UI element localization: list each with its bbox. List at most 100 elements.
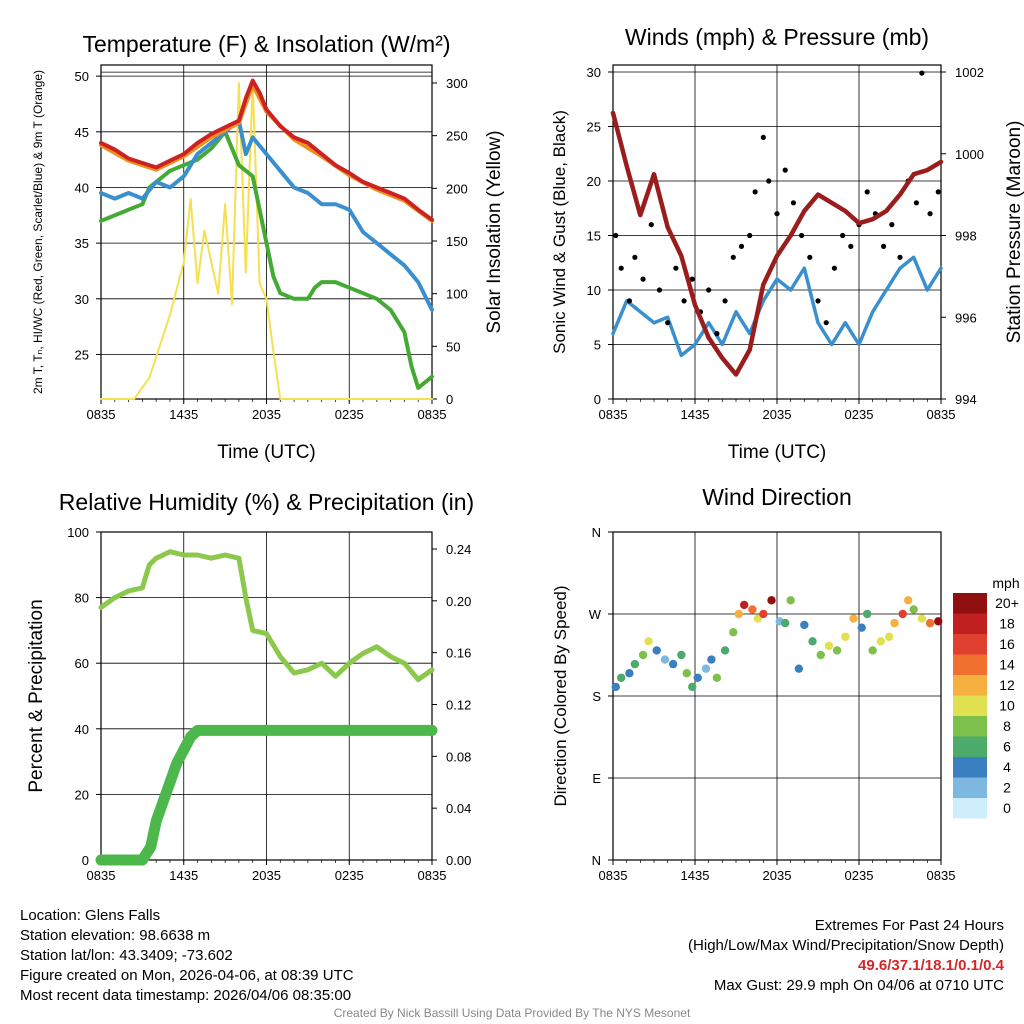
chart-0-labels: 2m T, Tₙ, HI/WC (Red, Green, Scarlet/Blu…	[31, 70, 505, 394]
direction-point	[794, 664, 804, 673]
y-tick-label: 100	[67, 525, 89, 540]
gust-point	[864, 189, 870, 195]
y-tick-label: 30	[75, 292, 89, 307]
direction-points	[611, 596, 943, 692]
direction-point	[898, 609, 907, 619]
direction-point	[677, 650, 686, 660]
latlon-text: Station lat/lon: 43.3409; -73.602	[20, 947, 233, 964]
y2-tick-label: 0.20	[446, 594, 471, 609]
colorbar-level-label: 4	[1003, 759, 1011, 775]
colorbar-swatch	[953, 634, 987, 655]
x-tick-label: 1435	[681, 868, 710, 883]
station-info: Location: Glens Falls Station elevation:…	[20, 906, 354, 1006]
gust-point	[881, 243, 887, 249]
y-tick-label: E	[592, 771, 601, 786]
y2-tick-label: 0.08	[446, 749, 471, 764]
direction-point	[729, 628, 738, 637]
direction-point	[904, 596, 913, 605]
gust-point	[799, 232, 805, 239]
gust-point	[919, 70, 925, 76]
x-tick-label: 1435	[681, 407, 710, 422]
direction-point	[668, 659, 678, 669]
meteogram-figure: 0835 1435 2035 0235 083525303540455005010015…	[26, 24, 1024, 883]
x-tick-label: 0835	[599, 407, 628, 422]
colorbar-swatch	[953, 675, 987, 696]
direction-point	[693, 673, 702, 682]
direction-point	[638, 650, 648, 660]
direction-point	[890, 618, 899, 628]
colorbar-level-label: 12	[999, 677, 1015, 693]
gust-point	[823, 320, 829, 326]
gust-point	[640, 276, 646, 282]
y-tick-label: 20	[75, 787, 89, 802]
colorbar-level-label: 8	[1003, 718, 1011, 734]
colorbar-title: mph	[992, 575, 1019, 591]
colorbar-swatch	[953, 654, 987, 675]
direction-point	[644, 637, 653, 646]
y-tick-label: 30	[587, 65, 601, 80]
direction-point	[701, 664, 711, 673]
direction-point	[808, 637, 817, 646]
direction-point	[781, 618, 790, 628]
y-tick-label: N	[592, 525, 601, 540]
direction-point	[630, 659, 640, 669]
x-tick-label: 0235	[335, 868, 364, 883]
direction-point	[660, 655, 670, 664]
gust-point	[897, 254, 903, 260]
max-gust-text: Max Gust: 29.9 mph On 04/06 at 0710 UTC	[713, 977, 1004, 994]
direction-point	[682, 669, 691, 678]
location-text: Location: Glens Falls	[20, 907, 161, 924]
x-axis-label: Time (UTC)	[728, 442, 827, 463]
y-tick-label: S	[592, 689, 601, 704]
direction-point	[707, 655, 716, 664]
direction-point	[884, 632, 894, 641]
extremes-panel: Extremes For Past 24 Hours (High/Low/Max…	[688, 916, 1004, 996]
extremes-title: Extremes For Past 24 Hours	[814, 917, 1004, 934]
gust-point	[848, 243, 854, 249]
chart-title: Temperature (F) & Insolation (W/m²)	[82, 31, 450, 57]
gust-point	[774, 211, 780, 217]
direction-point	[652, 646, 661, 655]
y-tick-label: 35	[75, 236, 89, 251]
y-tick-label: 5	[594, 338, 601, 353]
y2-tick-label: 996	[955, 310, 977, 325]
x-tick-label: 2035	[763, 868, 792, 883]
gust-point	[807, 254, 813, 260]
direction-point	[625, 669, 634, 678]
created-text: Figure created on Mon, 2026-04-06, at 08…	[20, 967, 354, 984]
colorbar-level-label: 0	[1003, 800, 1011, 816]
colorbar-level-label: 2	[1003, 780, 1011, 796]
gust-point	[689, 276, 695, 282]
direction-point	[925, 618, 935, 628]
y2-tick-label: 0.12	[446, 698, 471, 713]
x-tick-label: 2035	[763, 407, 792, 422]
x-axis-label: Time (UTC)	[217, 442, 316, 463]
colorbar-swatch	[953, 593, 987, 614]
gust-point	[935, 189, 941, 195]
x-tick-label: 0235	[845, 868, 874, 883]
gust-point	[730, 254, 736, 260]
gust-point	[927, 211, 933, 217]
colorbar-level-label: 14	[999, 657, 1015, 673]
colorbar-swatch	[953, 757, 987, 778]
y-tick-label: 80	[75, 591, 89, 606]
plot-frame	[100, 64, 433, 400]
x-tick-label: 0835	[87, 868, 116, 883]
speed-colorbar: mph 0 2 4 6 8 10 12 14 16 18 20+	[953, 575, 1020, 819]
x-tick-label: 0835	[418, 407, 447, 422]
gust-point	[738, 243, 745, 249]
x-tick-label: 0835	[927, 868, 956, 883]
colorbar-swatch	[953, 777, 987, 798]
colorbar-level-label: 16	[999, 636, 1015, 652]
y2-tick-label: 1000	[955, 147, 984, 162]
direction-point	[800, 620, 809, 630]
direction-point	[734, 609, 743, 619]
y-tick-label: 20	[587, 174, 601, 189]
colorbar-swatch	[953, 695, 987, 716]
y-tick-label: 10	[587, 283, 601, 298]
credit-footer: Created By Nick Bassill Using Data Provi…	[333, 1006, 691, 1020]
colorbar-level-label: 6	[1003, 739, 1011, 755]
y-axis-label: Sonic Wind & Gust (Blue, Black)	[550, 110, 569, 354]
direction-point	[611, 682, 620, 692]
y-tick-label: 15	[587, 229, 601, 244]
